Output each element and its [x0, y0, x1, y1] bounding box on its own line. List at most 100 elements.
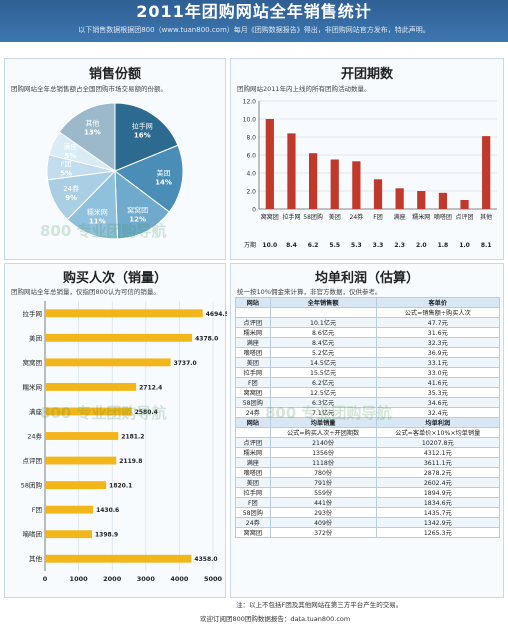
table-cell: 32.3元 [375, 337, 501, 348]
footnote: 注：以上不包括F团及其他网站在第三方平台产生的交易。 [236, 601, 403, 609]
table-cell: 559份 [269, 487, 377, 498]
table-cell: 客单价 [375, 297, 501, 308]
pie-value-label: 9% [65, 194, 77, 202]
pie-value-label: 16% [134, 131, 151, 139]
table-cell: 58团购 [235, 507, 271, 518]
table-cell: 409份 [269, 517, 377, 528]
x-tick-label: 美团 [329, 213, 341, 221]
pie-slice [66, 169, 119, 240]
sales-bar [45, 530, 93, 539]
table-row: 窝窝团 12.5亿元 35.3元 [235, 387, 501, 398]
sales-bar [45, 333, 193, 342]
pie-label: 满座 [63, 142, 77, 151]
table-row: 公式=销售额÷购买人次 [235, 307, 501, 318]
column-value-label: 1.8 [438, 242, 449, 249]
table-cell: 32.4元 [375, 407, 501, 418]
table-cell [235, 307, 271, 318]
sales-title: 购买人次（销量） [62, 271, 167, 286]
table-cell: 2602.4元 [375, 477, 501, 488]
table-cell: 12.5亿元 [269, 387, 377, 398]
table-cell: 1894.9元 [375, 487, 501, 498]
table-cell: 美团 [235, 357, 271, 368]
table-row: 公式=购买人次÷开团期数 公式=客单价×10%×均单销量 [235, 427, 501, 438]
table-cell: 1435.7元 [375, 507, 501, 518]
column-value-label: 8.4 [286, 242, 297, 249]
column-bar [438, 192, 448, 209]
table-cell: 满座 [235, 457, 271, 468]
pie-label: F团 [61, 160, 72, 168]
table-cell: 窝窝团 [235, 527, 271, 538]
x-tick-label: 满座 [394, 213, 406, 221]
sales-bar [45, 382, 137, 391]
column-value-label: 1.0 [459, 242, 470, 249]
pie-value-label: 13% [84, 129, 101, 137]
sales-value-label: 2119.8 [119, 458, 142, 465]
column-value-label: 3.3 [373, 242, 384, 249]
sales-value-label: 1398.9 [95, 532, 118, 539]
column-value-label: 5.3 [351, 242, 362, 249]
y-tick-label: 6.0 [246, 153, 256, 160]
table-cell: 791份 [269, 477, 377, 488]
table-cell: 441份 [269, 497, 377, 508]
x-tick-label: 3000 [137, 575, 156, 583]
column-bar [482, 136, 491, 209]
table-cell: 31.6元 [375, 327, 501, 338]
table-row: 网站 均单销量 均单利润 [235, 417, 501, 428]
column-bar [352, 161, 361, 209]
issues-description: 团购网站2011年内上线的所有团购活动数量。 [237, 85, 371, 93]
x-tick-label: 58团购 [303, 213, 323, 221]
sales-bar [45, 554, 192, 563]
table-row: 糯米网 1356份 4312.1元 [235, 447, 501, 458]
table-row: 满座 8.4亿元 32.3元 [235, 337, 501, 348]
table-cell: 糯米网 [235, 327, 271, 338]
table-cell: 47.7元 [375, 317, 501, 328]
pie-label: 窝窝团 [127, 205, 148, 214]
pie-chart: 拉手网16%美团14%窝窝团12%糯米网11%24券9%F团5%满座5%其他13… [46, 102, 184, 240]
y-tick-label: 拉手网 [23, 309, 43, 318]
table-cell: 5.2亿元 [269, 347, 377, 358]
table-row: 美团 14.5亿元 33.1元 [235, 357, 501, 368]
watermark-left: 800 专业团购导航 [40, 222, 167, 240]
pie-value-label: 5% [60, 169, 72, 177]
table-cell: 均单利润 [375, 417, 501, 428]
table-cell: 1834.6元 [375, 497, 501, 508]
sales-bar [45, 358, 171, 367]
profit-description: 统一按10%佣金来计算，非官方数据，仅供参考。 [237, 288, 382, 296]
table-cell: 35.3元 [375, 387, 501, 398]
x-tick-label: 1000 [70, 575, 89, 583]
footer-link[interactable]: 欢迎订阅团800团购数据报告：data.tuan800.com [200, 615, 351, 623]
table-cell: 1118份 [269, 457, 377, 468]
table-row: 满座 1118份 3611.1元 [235, 457, 501, 468]
profit-title: 均单利润（估算） [314, 271, 419, 286]
table-row: 58团购 293份 1435.7元 [235, 507, 501, 518]
pie-label: 拉手网 [132, 121, 153, 130]
table-row: 嘀嗒团 5.2亿元 36.9元 [235, 347, 501, 358]
table-row: 美团 791份 2602.4元 [235, 477, 501, 488]
table-row: 点评团 2140份 10207.8元 [235, 437, 501, 448]
table-cell: 8.4亿元 [269, 337, 377, 348]
pie-label: 24券 [63, 184, 79, 193]
y-tick-label: 8.0 [246, 135, 256, 142]
y-tick-label: 美团 [29, 333, 42, 342]
pie-slice [114, 169, 170, 240]
table-cell: 1356份 [269, 447, 377, 458]
x-tick-label: 嘀嗒团 [434, 213, 452, 221]
table-cell: 10207.8元 [375, 437, 501, 448]
pie-slice [58, 102, 116, 172]
y-tick-label: 其他 [29, 554, 43, 563]
table-cell: 372份 [269, 527, 377, 538]
x-tick-label: 其他 [480, 213, 492, 221]
table-cell: 拉手网 [235, 367, 271, 378]
sales-bar [45, 407, 132, 416]
table-row: 网站 全年销售额 客单价 [235, 297, 501, 308]
table-cell: F团 [235, 497, 271, 508]
table-cell: 33.1元 [375, 357, 501, 368]
pie-label: 美团 [157, 168, 171, 177]
page-title: 2011年团购网站全年销售统计 [136, 2, 372, 21]
table-cell: 10.1亿元 [269, 317, 377, 328]
y-tick-label: 糯米网 [23, 382, 43, 391]
column-value-label: 6.2 [308, 242, 319, 249]
sales-value-label: 2580.4 [135, 409, 158, 416]
table-cell: 2140份 [269, 437, 377, 448]
table-row: 糯米网 8.6亿元 31.6元 [235, 327, 501, 338]
